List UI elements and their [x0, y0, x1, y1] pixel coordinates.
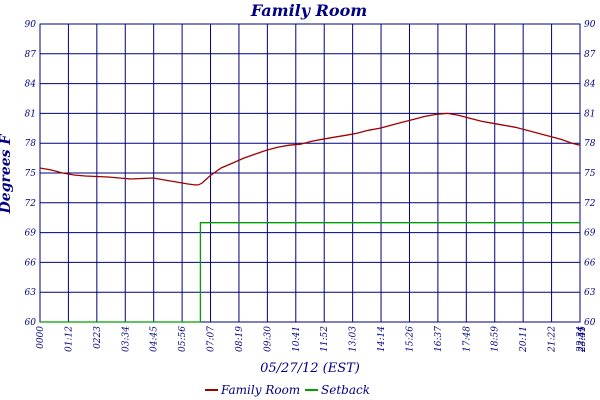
x-tick-label: 17:48	[462, 326, 472, 352]
y-tick-label-left: 84	[25, 80, 37, 90]
y-tick-label-left: 75	[25, 169, 37, 179]
y-axis-left: 60 63 66 69 72 75 78 81 84 87 90	[25, 20, 37, 328]
y-tick-label-right: 69	[584, 229, 596, 239]
y-tick-label-left: 66	[25, 258, 37, 268]
y-tick-label-right: 84	[584, 80, 596, 90]
x-tick-label: 10:41	[292, 326, 302, 352]
x-tick-label: 20:11	[519, 326, 529, 353]
x-tick-label: 15:26	[405, 326, 415, 352]
x-tick-label: 0223	[93, 326, 103, 349]
y-tick-label-right: 75	[584, 169, 596, 179]
y-tick-label-right: 63	[584, 288, 596, 298]
chart-title: Family Room	[250, 1, 367, 20]
x-tick-label: 07:07	[207, 326, 217, 352]
x-tick-label: 05:56	[178, 326, 188, 352]
x-tick-label: 21:22	[548, 326, 558, 353]
legend-label-setback: Setback	[321, 383, 370, 397]
y-tick-label-right: 81	[584, 109, 595, 119]
x-tick-label: 22:34	[576, 326, 586, 353]
y-tick-label-right: 78	[584, 139, 596, 149]
y-axis-title: Degrees F	[0, 134, 14, 215]
series-lines	[39, 112, 581, 323]
y-tick-label-right: 72	[584, 199, 596, 209]
legend-label-family-room: Family Room	[220, 383, 300, 397]
y-tick-label-left: 60	[25, 318, 37, 328]
x-tick-label: 23:51	[578, 326, 588, 353]
x-tick-label: 09:30	[263, 326, 273, 352]
y-tick-label-left: 63	[25, 288, 37, 298]
x-tick-label: 0000	[36, 326, 46, 349]
x-tick-label: 01:12	[64, 326, 74, 352]
x-tick-label: 03:34	[121, 326, 131, 352]
y-tick-label-left: 81	[25, 109, 36, 119]
y-tick-label-right: 90	[584, 20, 596, 30]
x-axis: 0000 01:12 0223 03:34 04:45 05:56 07:07 08:19 09…	[36, 326, 588, 353]
y-tick-label-right: 87	[584, 50, 596, 60]
y-tick-label-left: 69	[25, 229, 37, 239]
x-tick-label: 14:14	[377, 326, 387, 352]
x-tick-label: 13:03	[349, 326, 359, 352]
x-tick-label: 18:59	[491, 326, 501, 352]
y-tick-label-left: 90	[25, 20, 37, 30]
x-tick-label: 08:19	[235, 326, 245, 352]
y-axis-right: 60 63 66 69 72 75 78 81 84 87 90	[584, 20, 596, 328]
x-tick-label: 04:45	[150, 326, 160, 352]
x-axis-title: 05/27/12 (EST)	[260, 361, 360, 376]
legend: Family Room Setback	[205, 383, 370, 397]
series-line-family-room	[39, 112, 581, 186]
grid	[40, 23, 580, 323]
x-tick-label: 16:37	[434, 326, 444, 352]
x-tick-label: 23:45	[578, 326, 588, 353]
y-tick-label-left: 78	[25, 139, 37, 149]
x-tick-label: 11:52	[320, 326, 330, 352]
y-tick-label-left: 87	[25, 50, 37, 60]
y-tick-label-right: 66	[584, 258, 596, 268]
series-line-setback	[40, 222, 580, 323]
y-tick-label-left: 72	[25, 199, 37, 209]
y-tick-label-right: 60	[584, 318, 596, 328]
